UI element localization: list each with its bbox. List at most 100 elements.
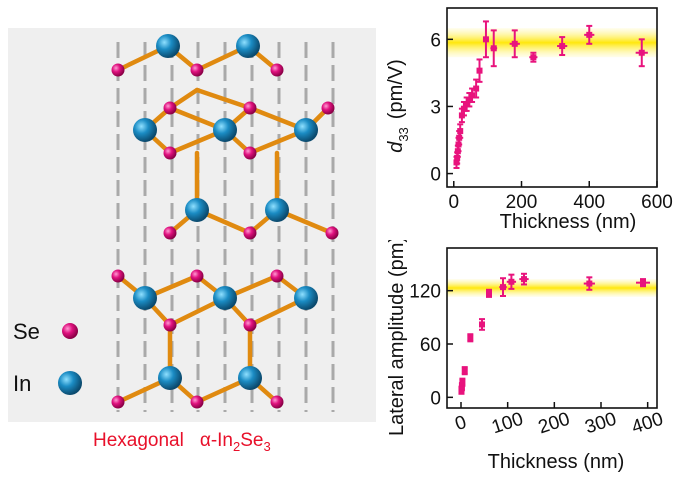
d33-data-point — [469, 87, 476, 103]
d33-data-point — [635, 38, 648, 68]
in-atom — [185, 198, 209, 222]
d33-x-tick-label: 200 — [506, 192, 538, 213]
d33-marker — [638, 49, 645, 56]
in-atom — [265, 198, 289, 222]
d33-marker — [463, 101, 470, 108]
lateral-y-tick-label: 0 — [430, 388, 441, 409]
lateral-x-tick-label: 300 — [583, 409, 620, 439]
se-atom — [111, 395, 125, 409]
atom-spheres — [111, 34, 339, 409]
d33-y-tick-label: 6 — [430, 30, 441, 51]
lateral-axes — [446, 247, 658, 409]
d33-marker — [530, 54, 537, 61]
in-atom — [236, 34, 260, 58]
d33-data-points — [453, 20, 648, 169]
lateral-plot-frame — [446, 247, 658, 409]
d33-data-point — [457, 123, 464, 139]
caption-alpha-in: α-In — [199, 430, 234, 451]
se-atom — [190, 395, 204, 409]
se-atom — [111, 63, 125, 77]
d33-tick-labels: 0 200 400 600 0 3 6 — [430, 30, 672, 213]
in-atom — [133, 118, 157, 142]
d33-marker — [457, 128, 464, 135]
svg-text:d33(pm/V): d33 (pm/V) — [385, 59, 411, 153]
d33-marker — [469, 92, 476, 99]
d33-data-point — [463, 96, 470, 112]
caption-subscript-2: 2 — [233, 438, 241, 454]
lateral-x-axis-label: Thickness (nm) — [488, 451, 625, 473]
lateral-x-tick-label: 100 — [489, 409, 526, 439]
d33-ylabel-unit: (pm/V) — [385, 59, 407, 119]
se-atom — [243, 226, 257, 240]
d33-axes — [446, 7, 658, 188]
d33-marker — [466, 96, 473, 103]
d33-ylabel-d: d — [385, 141, 407, 153]
d33-x-axis-label: Thickness (nm) — [500, 211, 637, 233]
legend-in: In — [13, 371, 82, 396]
legend-se: Se — [13, 319, 78, 344]
d33-marker — [586, 31, 593, 38]
legend-in-atom-icon — [58, 371, 82, 395]
lateral-data-point — [499, 277, 507, 297]
in-atom — [133, 286, 157, 310]
se-atom — [190, 63, 204, 77]
se-atom — [163, 226, 177, 240]
d33-data-point — [509, 29, 520, 59]
d33-data-point — [482, 20, 489, 59]
lateral-x-tick-label: 200 — [536, 409, 573, 439]
legend-se-label: Se — [13, 319, 40, 344]
d33-saturation-band — [447, 28, 657, 58]
lateral-marker — [500, 284, 506, 291]
caption-se: Se — [240, 430, 264, 451]
se-atom — [111, 269, 125, 283]
in-atom — [158, 366, 182, 390]
bond-line — [194, 87, 253, 111]
d33-marker — [482, 36, 489, 43]
lateral-marker — [467, 334, 474, 341]
d33-marker — [490, 45, 497, 52]
d33-data-point — [584, 24, 595, 45]
lateral-marker — [486, 290, 492, 297]
lateral-marker — [461, 367, 468, 374]
in-atom — [213, 286, 237, 310]
d33-data-point — [473, 78, 480, 99]
se-atom — [270, 63, 284, 77]
se-atom — [163, 318, 177, 332]
d33-marker — [476, 67, 483, 74]
d33-x-tick-label: 400 — [573, 192, 605, 213]
in-atom — [213, 118, 237, 142]
d33-data-point — [490, 29, 498, 68]
d33-marker — [460, 105, 467, 112]
se-atom — [321, 101, 335, 115]
d33-plot-frame — [446, 7, 658, 188]
d33-vs-thickness-chart: 0 200 400 600 0 3 6 Thickness (nm) d33 (pm/V) — [385, 7, 673, 233]
se-atom — [325, 226, 339, 240]
structure-caption: Hexagonal α-In2Se3 — [93, 430, 271, 454]
d33-x-tick-label: 0 — [448, 192, 459, 213]
lateral-amplitude-chart: 0 100 200 300 400 0 60 120 Thickness (nm) Later… — [386, 240, 666, 473]
d33-data-point — [476, 58, 483, 83]
structure-background — [8, 28, 376, 422]
d33-y-tick-label: 3 — [430, 97, 441, 118]
lateral-data-point — [467, 333, 474, 343]
se-atom — [243, 146, 257, 160]
lateral-marker — [459, 379, 466, 386]
lateral-marker — [508, 278, 515, 285]
lateral-data-point — [486, 288, 492, 298]
se-atom — [270, 269, 284, 283]
crystal-structure-panel: Se In — [8, 28, 376, 422]
lateral-marker — [521, 276, 527, 283]
lateral-data-point — [461, 366, 468, 376]
lateral-data-point — [583, 276, 595, 291]
d33-x-tick-label: 600 — [641, 192, 673, 213]
lateral-y-tick-label: 120 — [409, 282, 441, 303]
legend-in-label: In — [13, 371, 31, 396]
lateral-marker — [479, 321, 485, 328]
d33-data-point — [529, 51, 538, 63]
lateral-x-tick-label: 0 — [453, 412, 470, 435]
d33-y-axis-label: d33 (pm/V) — [385, 59, 411, 153]
in-atom — [238, 366, 262, 390]
lateral-band-rect — [447, 279, 657, 297]
se-atom — [243, 101, 257, 115]
lateral-x-tick-label: 400 — [629, 409, 666, 439]
